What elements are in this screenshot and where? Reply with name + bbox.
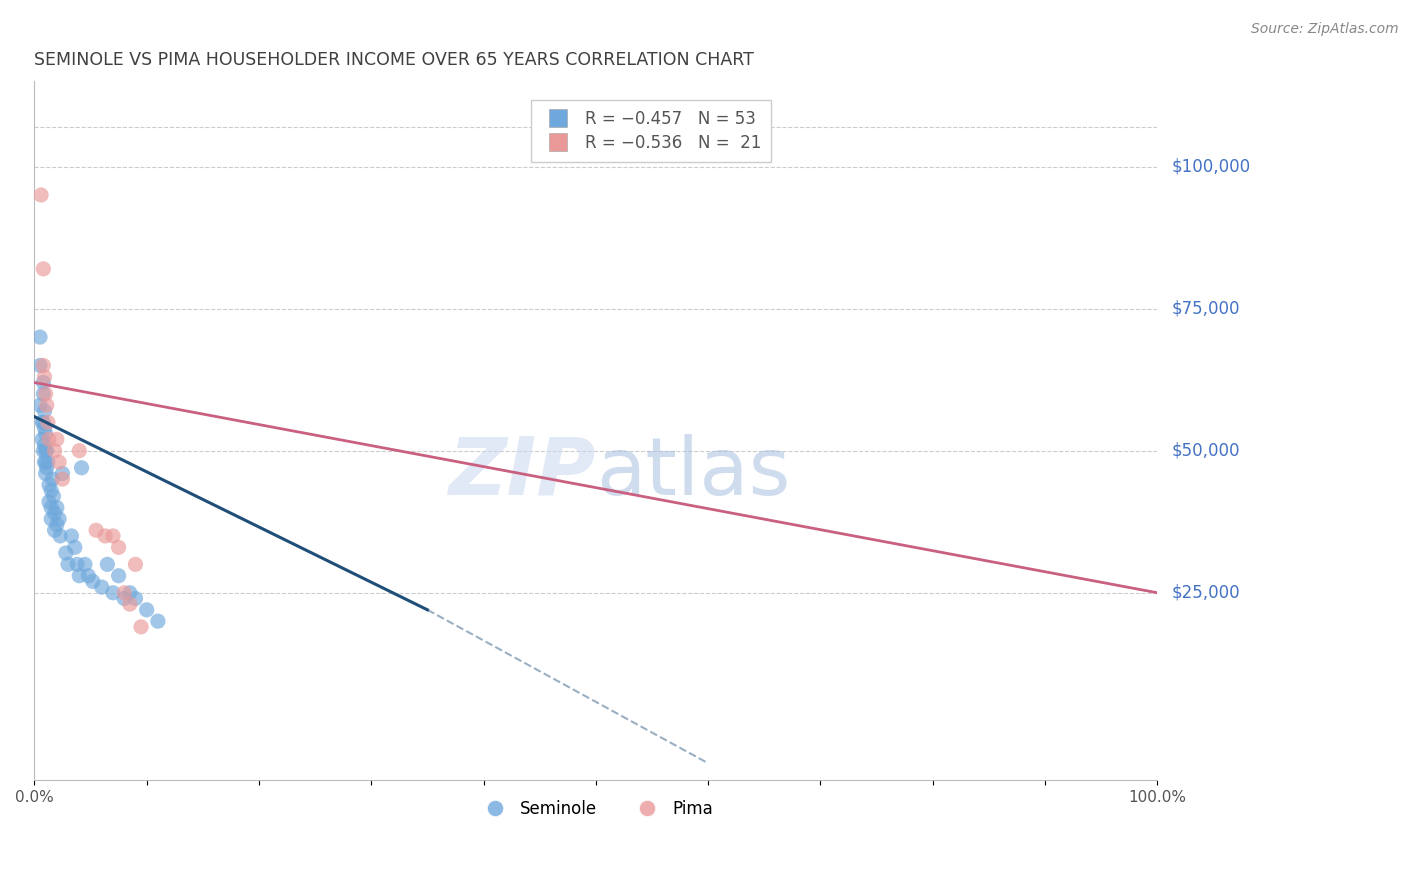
Point xyxy=(35,398,58,412)
Point xyxy=(32,443,55,458)
Point xyxy=(30,188,52,202)
Point xyxy=(38,478,60,492)
Point xyxy=(66,558,89,572)
Point xyxy=(34,421,56,435)
Point xyxy=(135,603,157,617)
Point xyxy=(146,614,169,628)
Point xyxy=(90,580,112,594)
Point xyxy=(42,489,65,503)
Point xyxy=(118,597,141,611)
Point xyxy=(118,586,141,600)
Point xyxy=(96,558,118,572)
Point xyxy=(34,455,56,469)
Point xyxy=(39,500,62,515)
Point xyxy=(34,369,56,384)
Point xyxy=(44,443,66,458)
Point xyxy=(34,467,56,481)
Point xyxy=(67,443,90,458)
Text: $100,000: $100,000 xyxy=(1171,158,1250,176)
Point xyxy=(34,438,56,452)
Point xyxy=(45,517,67,532)
Point xyxy=(55,546,77,560)
Text: Source: ZipAtlas.com: Source: ZipAtlas.com xyxy=(1251,22,1399,37)
Point xyxy=(34,443,56,458)
Point xyxy=(70,460,93,475)
Point xyxy=(34,426,56,441)
Point xyxy=(101,586,124,600)
Point xyxy=(51,472,73,486)
Point xyxy=(41,472,63,486)
Point xyxy=(48,512,70,526)
Point xyxy=(32,261,55,276)
Point xyxy=(48,455,70,469)
Text: $50,000: $50,000 xyxy=(1171,442,1240,459)
Text: atlas: atlas xyxy=(596,434,790,512)
Point xyxy=(28,398,51,412)
Point xyxy=(82,574,104,589)
Point xyxy=(32,415,55,429)
Point xyxy=(34,455,56,469)
Point xyxy=(44,523,66,537)
Point xyxy=(107,568,129,582)
Legend: Seminole, Pima: Seminole, Pima xyxy=(472,793,720,824)
Text: $25,000: $25,000 xyxy=(1171,583,1240,602)
Point xyxy=(34,387,56,401)
Text: ZIP: ZIP xyxy=(449,434,596,512)
Point xyxy=(37,415,59,429)
Text: $75,000: $75,000 xyxy=(1171,300,1240,318)
Point xyxy=(31,433,53,447)
Point xyxy=(39,512,62,526)
Point xyxy=(49,529,72,543)
Point xyxy=(107,541,129,555)
Point xyxy=(37,455,59,469)
Point xyxy=(34,404,56,418)
Point xyxy=(32,376,55,390)
Point xyxy=(124,558,146,572)
Point xyxy=(124,591,146,606)
Point xyxy=(38,495,60,509)
Point xyxy=(35,443,58,458)
Point xyxy=(73,558,96,572)
Point xyxy=(35,460,58,475)
Point xyxy=(38,433,60,447)
Point xyxy=(94,529,117,543)
Point xyxy=(60,529,83,543)
Point xyxy=(39,483,62,498)
Point xyxy=(129,620,152,634)
Point xyxy=(32,359,55,373)
Point xyxy=(44,506,66,520)
Point xyxy=(28,359,51,373)
Point xyxy=(45,500,67,515)
Point xyxy=(63,541,86,555)
Point xyxy=(112,591,135,606)
Point xyxy=(112,586,135,600)
Point xyxy=(84,523,107,537)
Point xyxy=(77,568,100,582)
Point xyxy=(56,558,79,572)
Point xyxy=(28,330,51,344)
Point xyxy=(45,433,67,447)
Point xyxy=(32,387,55,401)
Text: SEMINOLE VS PIMA HOUSEHOLDER INCOME OVER 65 YEARS CORRELATION CHART: SEMINOLE VS PIMA HOUSEHOLDER INCOME OVER… xyxy=(34,51,754,69)
Point xyxy=(101,529,124,543)
Point xyxy=(31,415,53,429)
Point xyxy=(51,467,73,481)
Point xyxy=(67,568,90,582)
